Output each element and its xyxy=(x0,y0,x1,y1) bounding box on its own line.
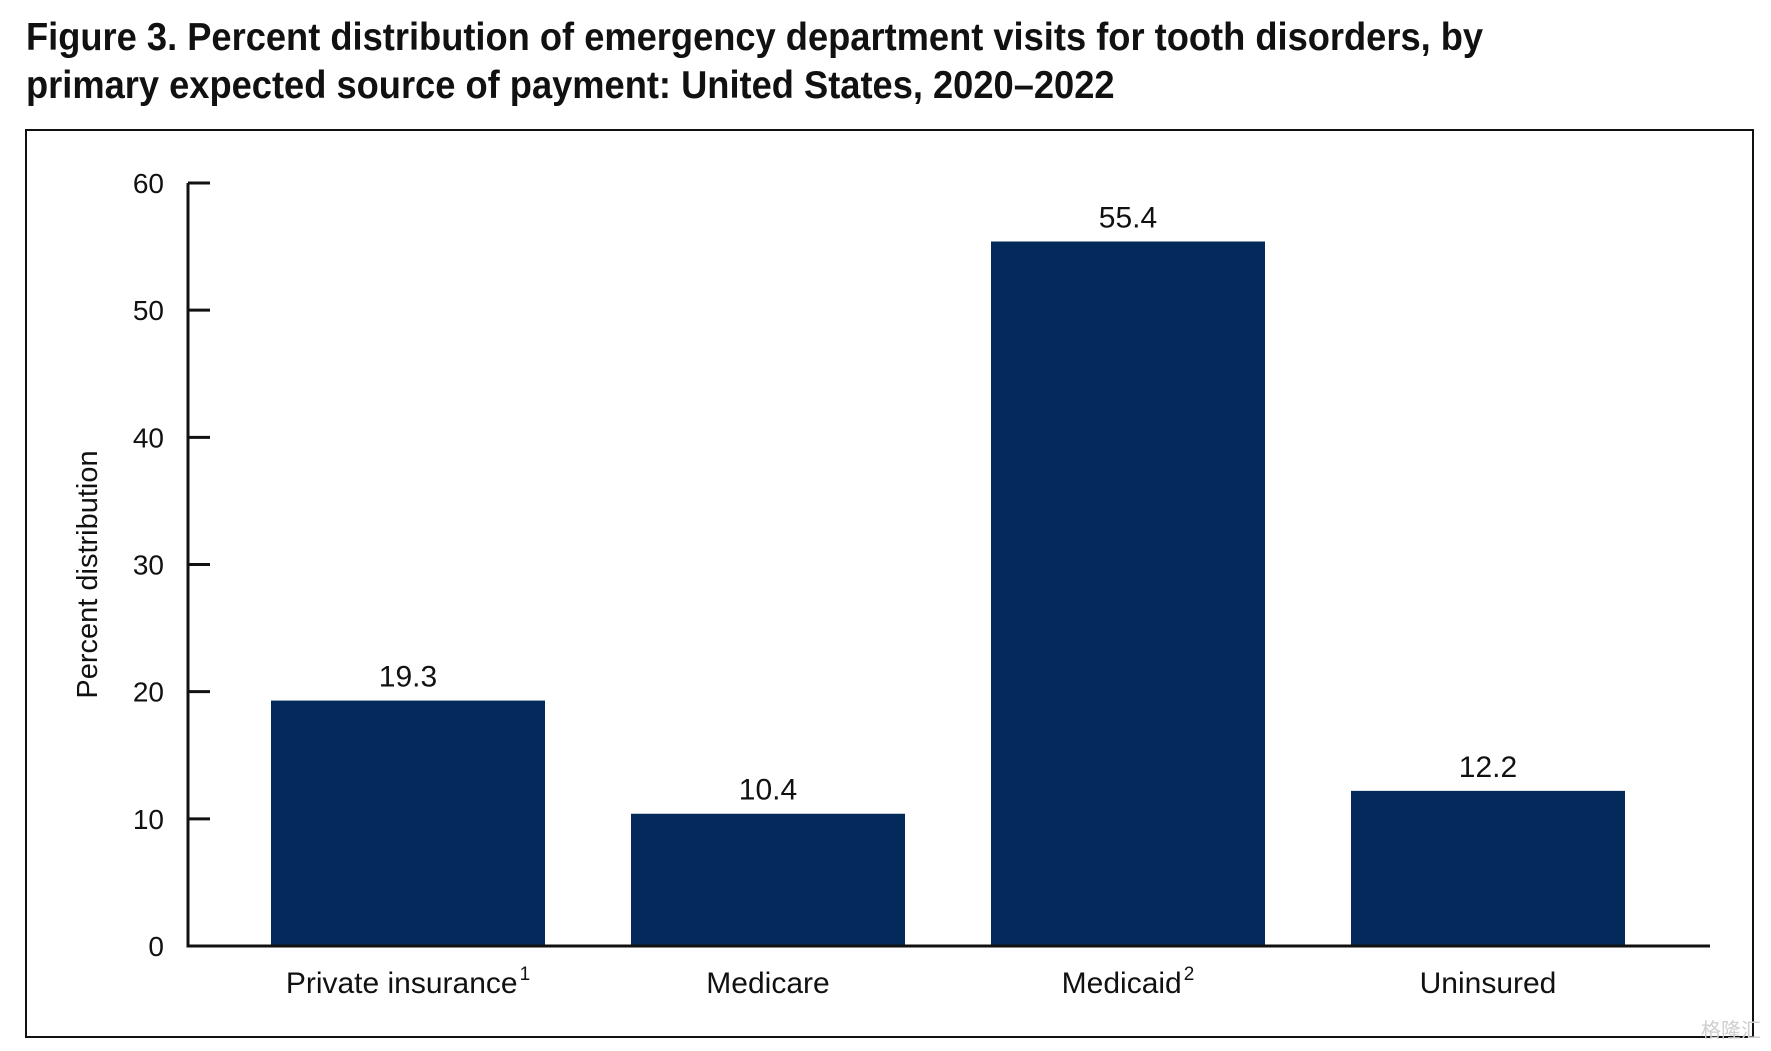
data-label: 55.4 xyxy=(1099,201,1157,234)
footnote-marker: 2 xyxy=(1184,964,1195,985)
category-label: Medicaid 2 xyxy=(1062,964,1195,1000)
category-labels: Private insurance 1 Medicare Medicaid 2 Unins… xyxy=(286,964,1557,1000)
y-tick-label: 10 xyxy=(133,804,164,835)
category-label: Private insurance 1 xyxy=(286,964,530,1000)
figure-title: Figure 3. Percent distribution of emerge… xyxy=(26,16,1484,107)
data-label: 12.2 xyxy=(1459,751,1517,784)
y-tick-label: 60 xyxy=(133,168,164,199)
chart-frame xyxy=(25,129,1754,1038)
data-label: 10.4 xyxy=(739,774,797,807)
data-labels: 19.3 10.4 55.4 12.2 xyxy=(379,201,1517,806)
bars xyxy=(271,241,1625,946)
bar-uninsured xyxy=(1351,790,1625,946)
y-axis-ticks: 0 10 20 30 40 50 60 xyxy=(133,168,210,962)
y-tick-label: 20 xyxy=(133,677,164,708)
category-label: Uninsured xyxy=(1420,967,1557,1000)
bar-medicare xyxy=(631,813,905,946)
data-label: 19.3 xyxy=(379,661,437,694)
y-tick-label: 50 xyxy=(133,295,164,326)
y-tick-label: 40 xyxy=(133,422,164,453)
y-tick-label: 30 xyxy=(133,550,164,581)
bar-private-insurance xyxy=(271,700,545,946)
footnote-marker: 1 xyxy=(520,964,531,985)
y-tick-label: 0 xyxy=(148,931,164,962)
category-label: Medicare xyxy=(706,967,829,1000)
watermark-text: 格隆汇 xyxy=(1701,1018,1761,1042)
bar-medicaid xyxy=(991,241,1265,946)
y-axis-title: Percent distribution xyxy=(72,450,104,698)
